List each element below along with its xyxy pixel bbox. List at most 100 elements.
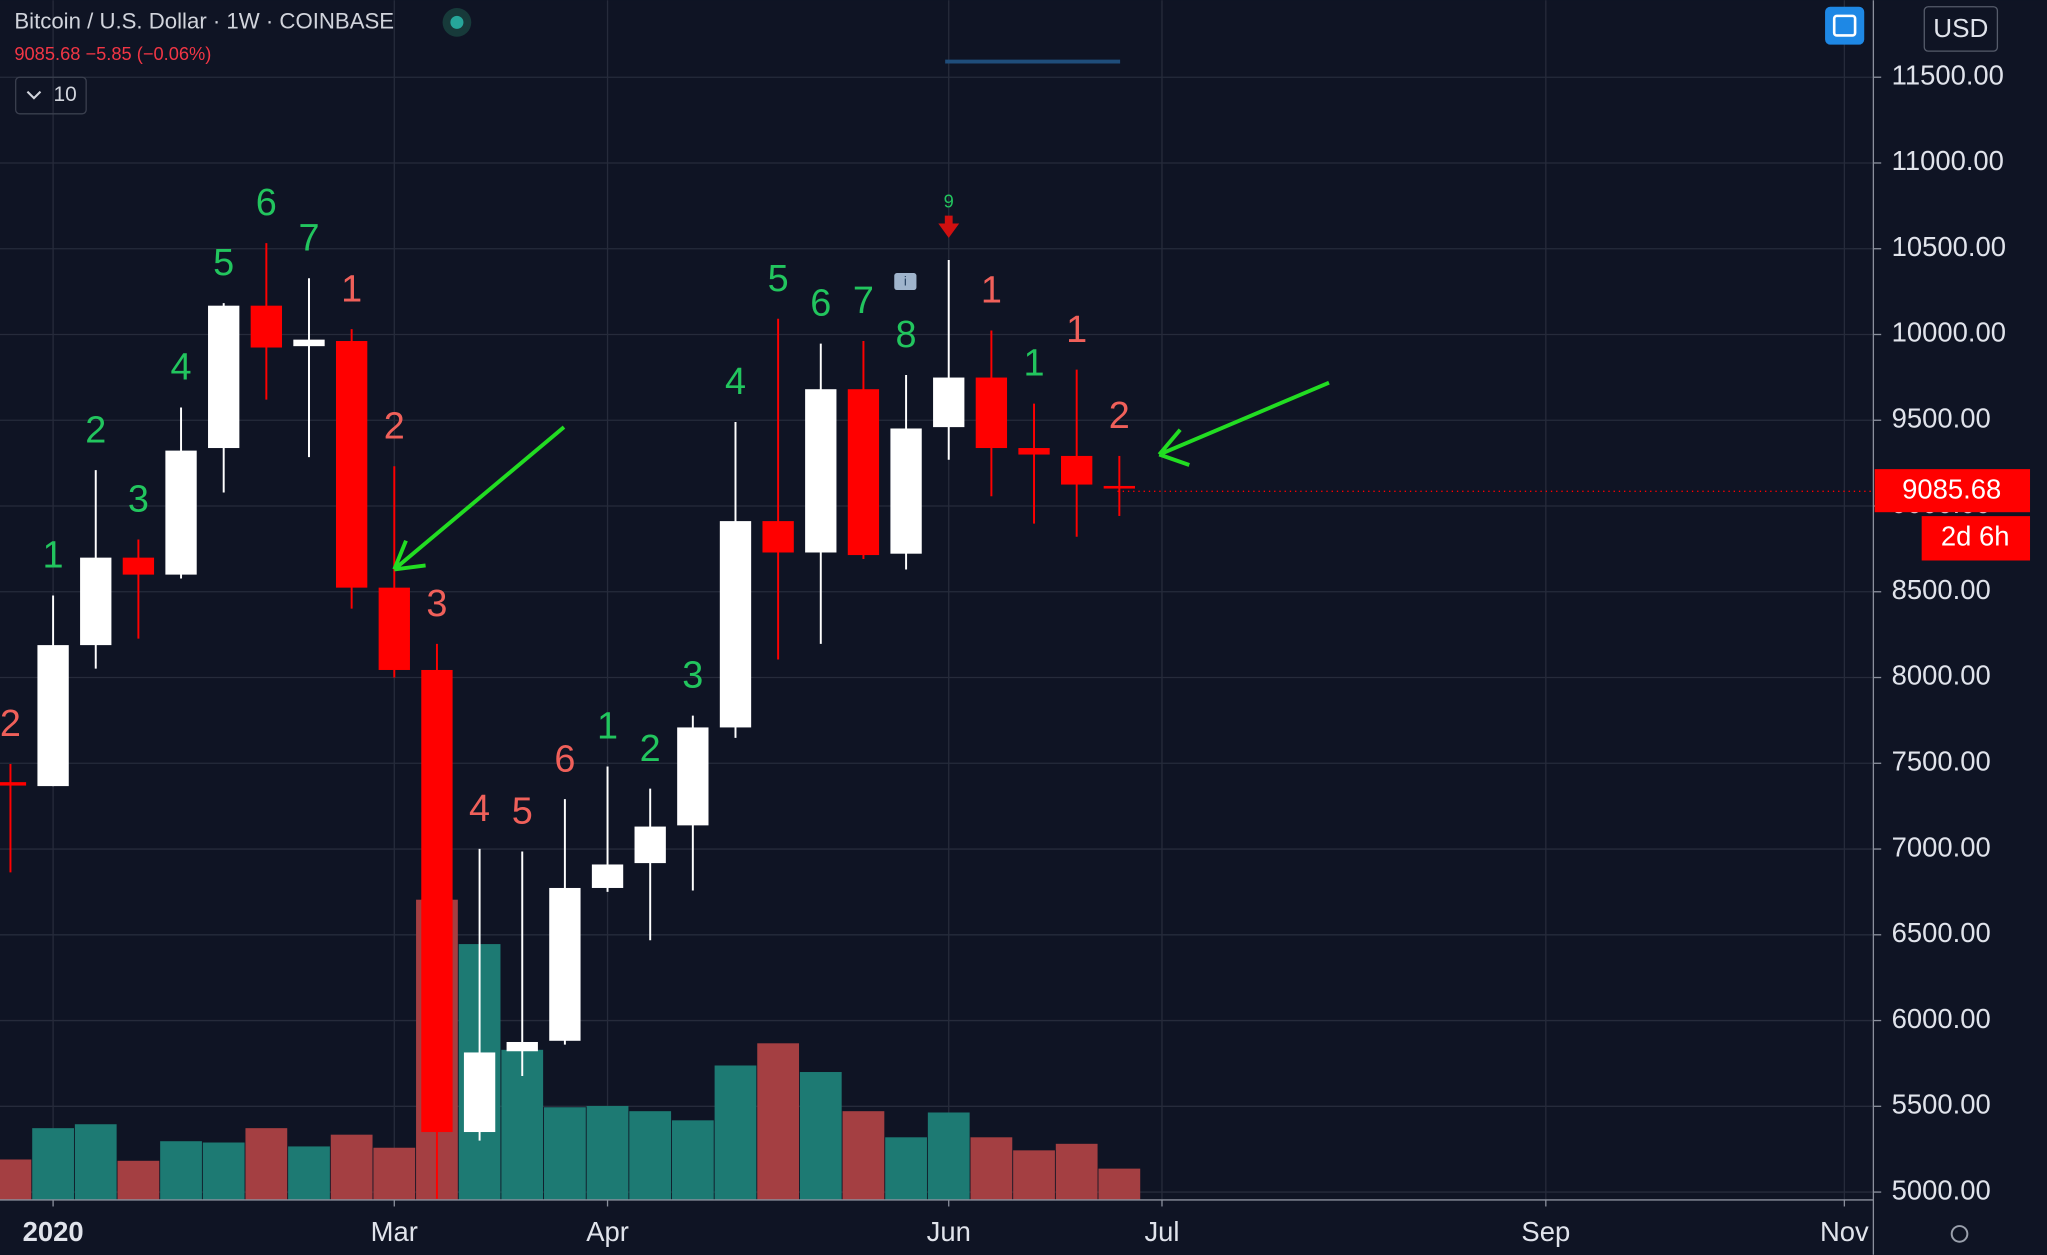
currency: USD [1933,13,1988,43]
volume-bar [74,1124,117,1200]
setup-count: 6 [256,182,277,224]
indicator-chip[interactable] [15,76,87,115]
symbol-title: Bitcoin / U.S. Dollar · 1W · COINBASE [14,8,394,33]
setup-count: 5 [512,791,533,833]
volume-bar [330,1134,373,1200]
setup-count: 2 [384,405,405,447]
candle-body [719,521,752,728]
volume-bar [714,1065,757,1200]
candle-body [762,521,794,553]
setup-count: 1 [43,535,64,577]
currency-button[interactable] [1923,6,1999,52]
volume-bar [373,1147,416,1200]
candle-body [122,557,155,575]
info-glyph: i [904,274,907,289]
setup-count: 3 [426,583,447,625]
setup-count: 4 [469,788,490,830]
setup-count: 8 [896,314,917,356]
x-tick-label: Jun [927,1216,971,1247]
category-label: Mar [371,1216,418,1247]
volume-bar [799,1072,842,1200]
candle-body [1018,448,1050,455]
volume-bar [544,1107,586,1200]
setup-count: 5 [213,242,234,284]
x-tick-label: Nov [1820,1216,1869,1247]
settings-icon[interactable] [1950,1225,1969,1243]
y-tick-label: 6000.00 [1892,1003,1991,1034]
axis-corner [1840,1199,1874,1255]
volume-layer [0,899,1141,1200]
sell-signal [938,215,960,238]
setup-count: 2 [85,409,106,451]
candle-body [1103,485,1135,489]
y-tick-label: 5000.00 [1892,1174,1991,1205]
indicator-length: 10 [54,83,77,106]
volume-bar [885,1137,927,1200]
chevron [26,90,42,100]
x-tick-label: Jul [1144,1216,1179,1247]
candle-body [421,669,453,1133]
volume-bar [1055,1143,1098,1200]
candle-body [0,782,27,786]
candle-body [1061,455,1093,485]
y-tick-label: 10500.00 [1892,231,2006,262]
volume-bar [288,1146,330,1200]
candle-body [805,389,837,553]
setup-count: 1 [1066,309,1087,351]
y-tick-label: 11000.00 [1892,145,2004,176]
setup-count: 2 [640,728,661,770]
volume-bar [970,1137,1013,1200]
candle-body [634,826,666,864]
setup-count: 1 [1024,343,1045,385]
x-tick-label: 2020 [23,1216,84,1247]
volume-bar [586,1105,629,1200]
candle-body [37,645,69,787]
fullscreen-button[interactable] [1825,6,1865,45]
y-tick-label: 9500.00 [1892,402,1991,433]
candle-body [975,377,1008,449]
candle-body [549,887,581,1041]
fullscreen-icon [1832,14,1857,37]
y-tick-label: 11500.00 [1892,59,2004,90]
setup-count: 1 [341,268,362,310]
y-tick-label: 10000.00 [1892,317,2006,348]
annotation-arrow [392,425,566,572]
candle-body [80,557,112,646]
setup-count: 3 [128,479,149,521]
setup-count: 6 [554,738,575,780]
category-label: Jun [927,1216,971,1247]
setup-count: 2 [0,703,21,745]
setup-count: 5 [768,258,789,300]
y-tick-label: 8500.00 [1892,574,1991,605]
candle-body [933,377,965,428]
countdown: 2d 6h [1941,521,2010,552]
setup-count: 3 [682,655,703,697]
volume-bar [927,1112,970,1200]
info-icon[interactable] [894,273,917,291]
y-tick-label: 5500.00 [1892,1089,1991,1120]
volume-bar [629,1111,672,1200]
volume-bar [245,1128,288,1200]
category-label: Apr [586,1216,629,1247]
quote: 9085.68 −5.85 (−0.06%) [14,43,211,64]
volume-bar [202,1142,245,1200]
status-dot [450,15,464,29]
y-tick-label: 6500.00 [1892,917,1991,948]
candle-body [293,339,325,347]
volume-bar [842,1111,885,1200]
setup-count: 1 [981,270,1002,312]
candle-body [847,389,880,556]
candle-body [677,727,709,826]
candle-body [591,864,624,888]
axes: 5000.00 5500.00 6000.00 6500.00 7000.00 7500.… [23,59,2031,1247]
category-label: 2020 [23,1216,84,1247]
countdown-box [1921,516,2031,561]
volume-bar [117,1160,160,1200]
candle-body [335,341,368,588]
volume-bar [160,1141,202,1200]
setup-count: 1 [597,706,618,748]
y-tick-label: 8000.00 [1892,660,1991,691]
